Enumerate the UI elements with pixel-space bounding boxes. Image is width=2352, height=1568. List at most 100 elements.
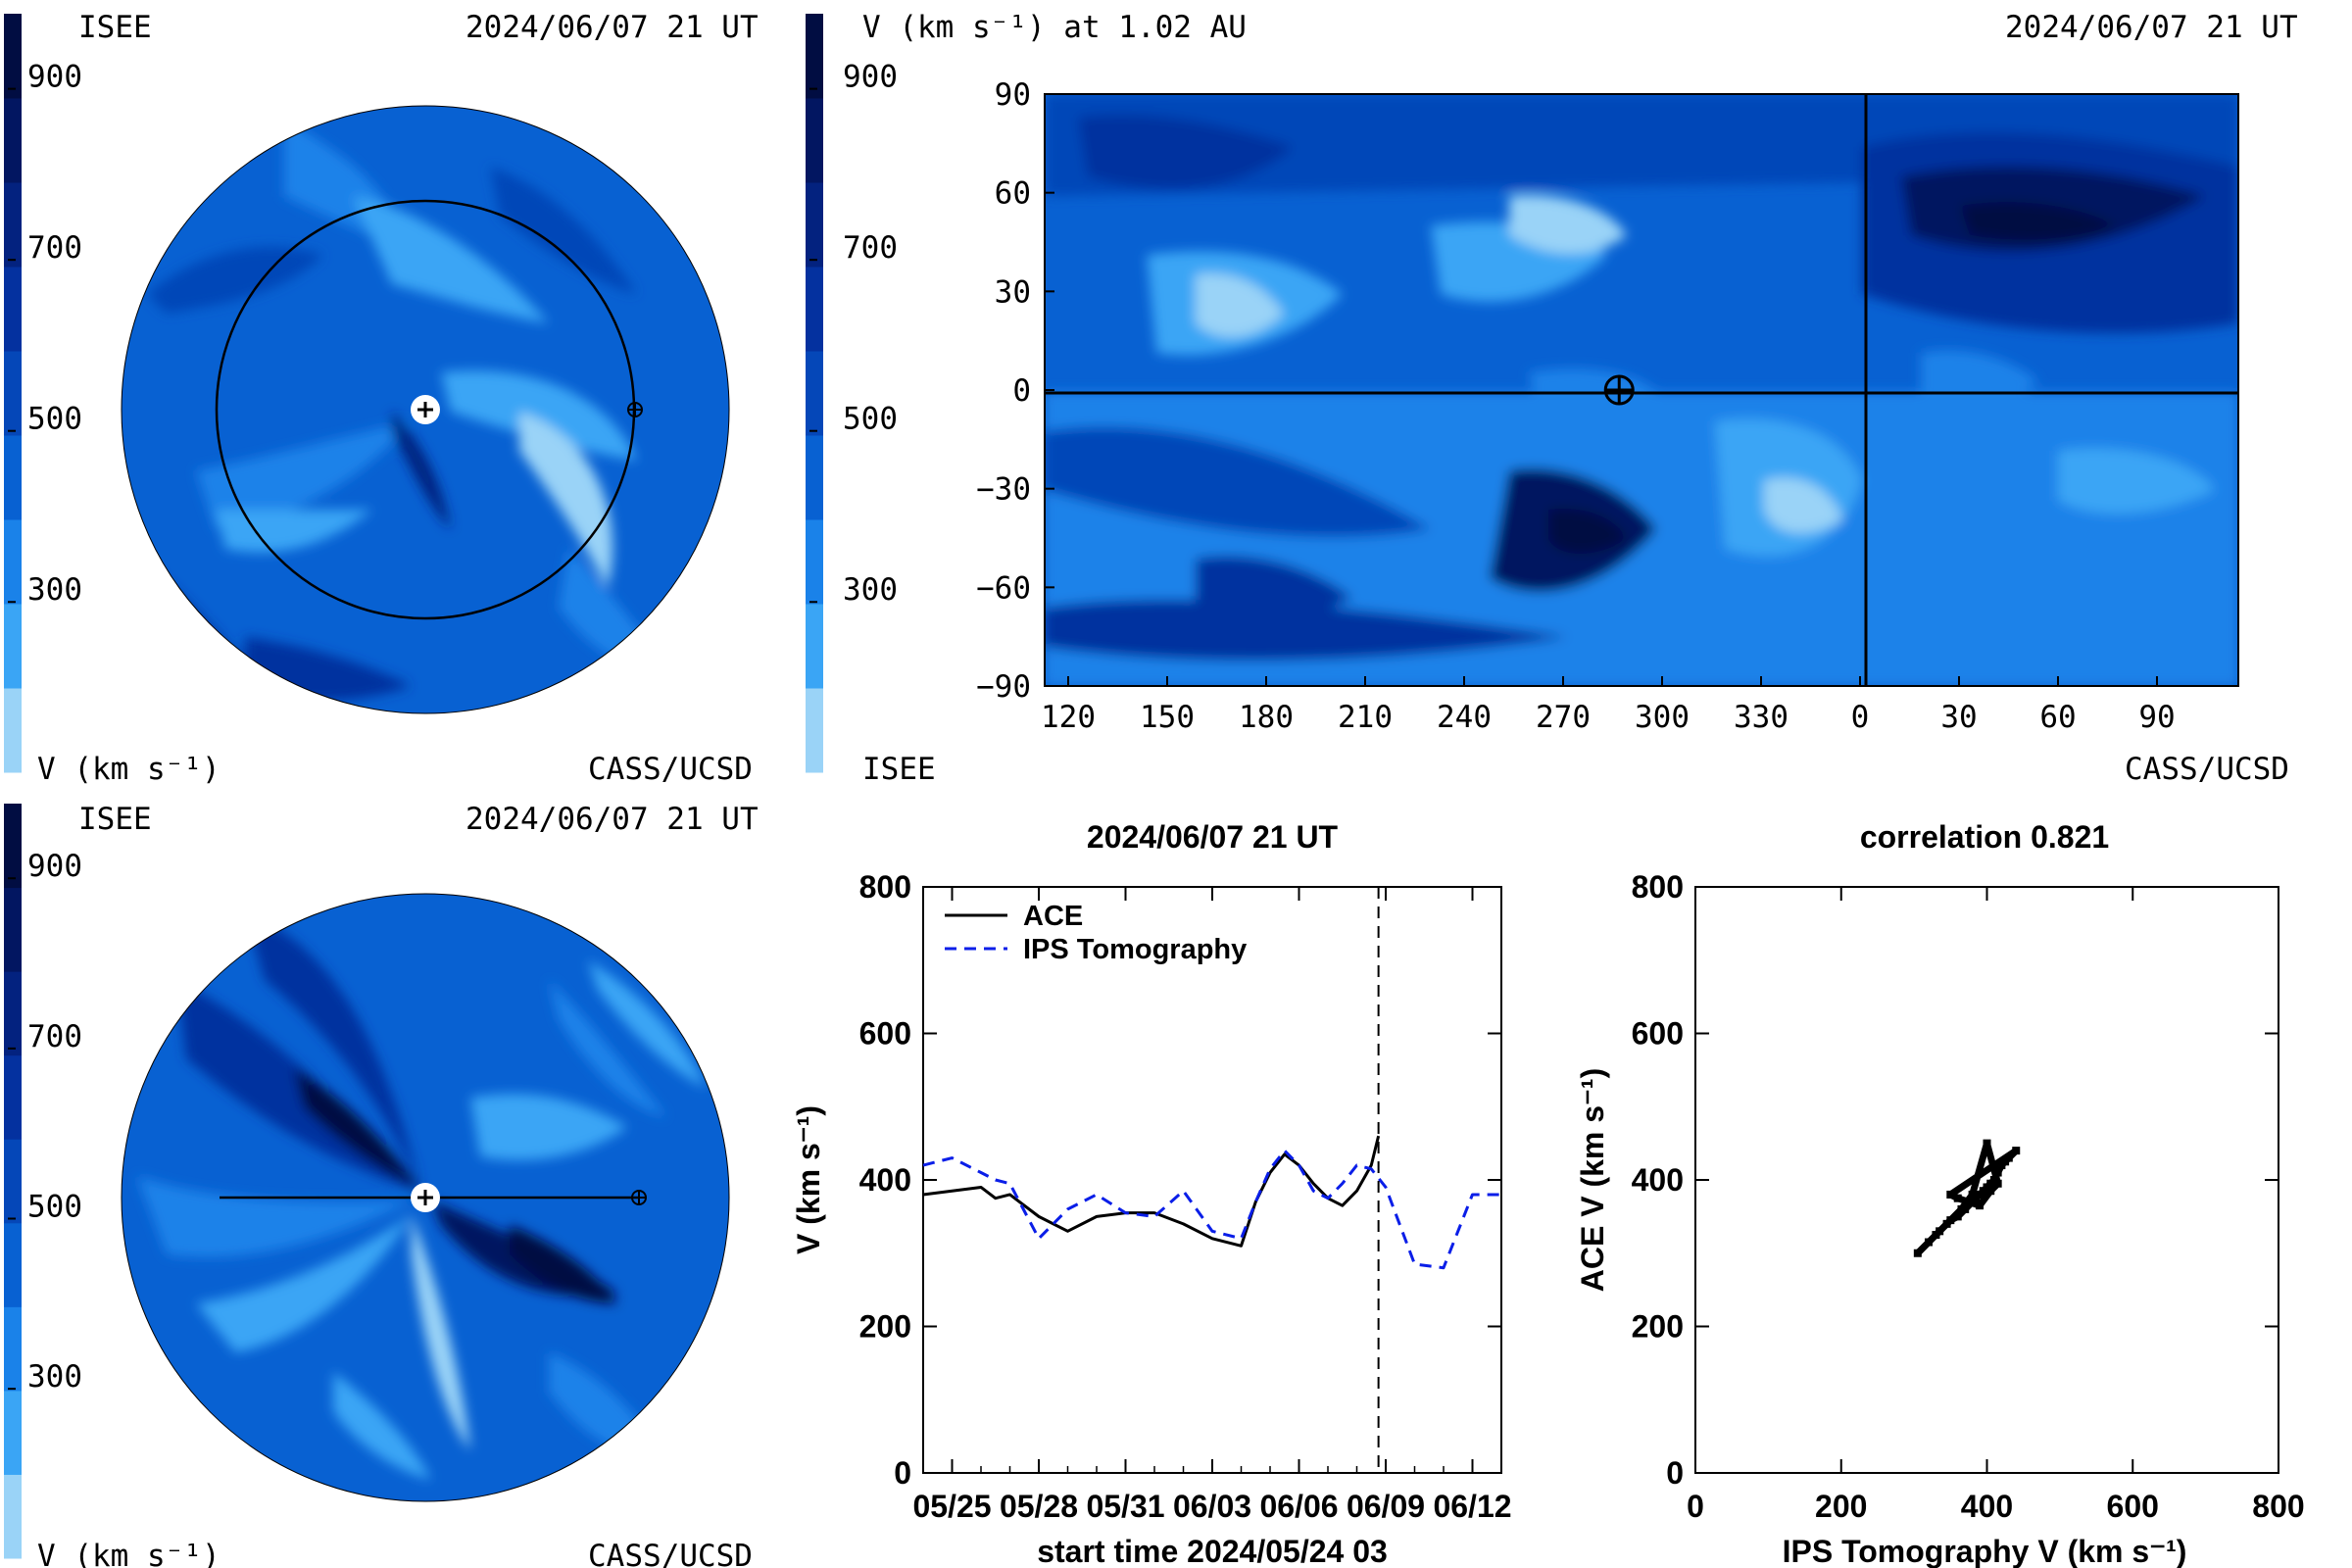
- colorbar-level: [806, 351, 823, 436]
- map-x-tick-label: 300: [1635, 700, 1690, 735]
- y-tick-label: 800: [1632, 869, 1684, 905]
- scatter-point: [1946, 1190, 1955, 1199]
- earth-marker: [1603, 374, 1635, 406]
- colorbar-tick-label: 700: [27, 1019, 82, 1054]
- scatter-point: [1925, 1238, 1933, 1247]
- colorbar-level: [4, 1474, 22, 1559]
- colorbar-tick-label: 500: [27, 1190, 82, 1225]
- scatter-point: [1968, 1190, 1977, 1199]
- map-y-ticks: 90 60 30 0 −30 −60 −90: [976, 77, 1054, 705]
- map-x-ticks: 120 150 180 210 240 270 300 330 0 30 60 90: [1041, 676, 2176, 735]
- earth-marker: [627, 402, 643, 417]
- map-y-tick-label: 0: [1012, 373, 1031, 409]
- colorbar-tick-label: 900: [27, 849, 82, 884]
- x-tick-label: 600: [2107, 1489, 2159, 1524]
- credit-label: CASS/UCSD: [588, 1539, 753, 1568]
- map-x-tick-label: 240: [1437, 700, 1492, 735]
- y-axis-label: ACE V (km s⁻¹): [1575, 1068, 1610, 1292]
- map-y-tick-label: −90: [976, 669, 1031, 705]
- x-tick-label: 0: [1687, 1489, 1704, 1524]
- colorbar-level: [806, 267, 823, 352]
- map-x-tick-label: 210: [1338, 700, 1393, 735]
- x-axis-ticks: 0 200 400 600 800: [1687, 887, 2305, 1524]
- colorbar-level: [806, 98, 823, 183]
- y-tick-label: 400: [859, 1162, 911, 1198]
- chart-title: correlation 0.821: [1860, 819, 2109, 855]
- colorbar-level: [806, 519, 823, 605]
- colorbar-tick-label: 300: [27, 1359, 82, 1395]
- scatter-point: [1983, 1139, 1991, 1148]
- map-y-tick-label: 90: [995, 77, 1031, 113]
- map-x-tick-label: 330: [1734, 700, 1788, 735]
- colorbar-tick-label: 700: [27, 230, 82, 266]
- credit-label: CASS/UCSD: [2125, 752, 2289, 787]
- scatter-point: [1913, 1249, 1922, 1257]
- colorbar-level: [4, 604, 22, 689]
- colorbar-tick-label: 500: [843, 402, 898, 437]
- map-y-tick-label: 60: [995, 176, 1031, 212]
- scatter-point: [1953, 1212, 1962, 1221]
- isee-label: ISEE: [78, 10, 152, 45]
- map-y-tick-label: −60: [976, 570, 1031, 606]
- map-title: V (km s⁻¹) at 1.02 AU: [862, 10, 1247, 45]
- colorbar-tick-label: 900: [27, 60, 82, 95]
- y-axis-ticks: 0 200 400 600 800: [859, 869, 1501, 1491]
- colorbar-level: [4, 435, 22, 520]
- x-tick-label: 06/03: [1173, 1489, 1251, 1524]
- series-lines: [922, 1135, 1501, 1270]
- date-label: 2024/06/07 21 UT: [466, 802, 759, 837]
- colorbar-bottom-left: 900 700 500 300: [4, 804, 82, 1559]
- map-x-tick-label: 60: [2039, 700, 2076, 735]
- series-ips-line: [922, 1149, 1501, 1270]
- colorbar-level: [4, 887, 22, 972]
- chart-title: 2024/06/07 21 UT: [1087, 819, 1339, 855]
- x-axis-ticks: 05/25 05/28 05/31 06/03 06/06 06/09 06/12: [912, 887, 1512, 1524]
- unit-label: V (km s⁻¹): [37, 752, 220, 787]
- map-x-tick-label: 0: [1851, 700, 1870, 735]
- map-x-tick-label: 150: [1140, 700, 1195, 735]
- map-x-tick-label: 90: [2138, 700, 2175, 735]
- map-x-tick-label: 180: [1239, 700, 1294, 735]
- date-label: 2024/06/07 21 UT: [466, 10, 759, 45]
- scatter-points: [1913, 1139, 2021, 1257]
- y-tick-label: 0: [894, 1455, 911, 1491]
- colorbar-tick-label: 900: [843, 60, 898, 95]
- colorbar-tick-label: 700: [843, 230, 898, 266]
- map-x-tick-label: 270: [1536, 700, 1591, 735]
- y-tick-label: 600: [859, 1016, 911, 1052]
- x-tick-label: 200: [1815, 1489, 1867, 1524]
- y-tick-label: 200: [1632, 1309, 1684, 1345]
- legend-label-ace: ACE: [1023, 901, 1083, 932]
- scatter-point: [1976, 1201, 1984, 1210]
- colorbar-level: [806, 604, 823, 689]
- scatter-point: [2012, 1147, 2021, 1155]
- scatter-point: [1953, 1194, 1962, 1202]
- scatter-point: [1993, 1168, 2002, 1177]
- colorbar-level: [806, 435, 823, 520]
- colorbar-level: [806, 14, 823, 99]
- x-tick-label: 400: [1961, 1489, 2013, 1524]
- x-tick-label: 05/25: [912, 1489, 991, 1524]
- panel-top-left: 900 700 500 300 ISEE 2024/06/07 21 UT V (km…: [4, 10, 759, 787]
- lat-lon-contour-map: [1045, 94, 2238, 686]
- panel-scatter: correlation 0.821 0 200 400 600 800 0 200 400 6…: [1575, 819, 2305, 1568]
- isee-label: ISEE: [78, 802, 152, 837]
- sun-center-marker: [411, 395, 440, 424]
- map-y-tick-label: −30: [976, 472, 1031, 508]
- map-y-tick-label: 30: [995, 274, 1031, 310]
- credit-label: CASS/UCSD: [588, 752, 753, 787]
- scatter-point: [2004, 1153, 2013, 1162]
- colorbar-tick-label: 300: [27, 572, 82, 608]
- panel-bottom-left: 900 700 500 300 ISEE 2024/06/07 21 UT V (km…: [4, 802, 759, 1568]
- colorbar-level: [806, 182, 823, 268]
- colorbar-tick-label: 300: [843, 572, 898, 608]
- y-tick-label: 200: [859, 1309, 911, 1345]
- x-tick-label: 06/12: [1433, 1489, 1511, 1524]
- colorbar-level: [4, 14, 22, 99]
- x-tick-label: 05/28: [1000, 1489, 1078, 1524]
- x-tick-label: 06/09: [1347, 1489, 1425, 1524]
- colorbar-level: [4, 519, 22, 605]
